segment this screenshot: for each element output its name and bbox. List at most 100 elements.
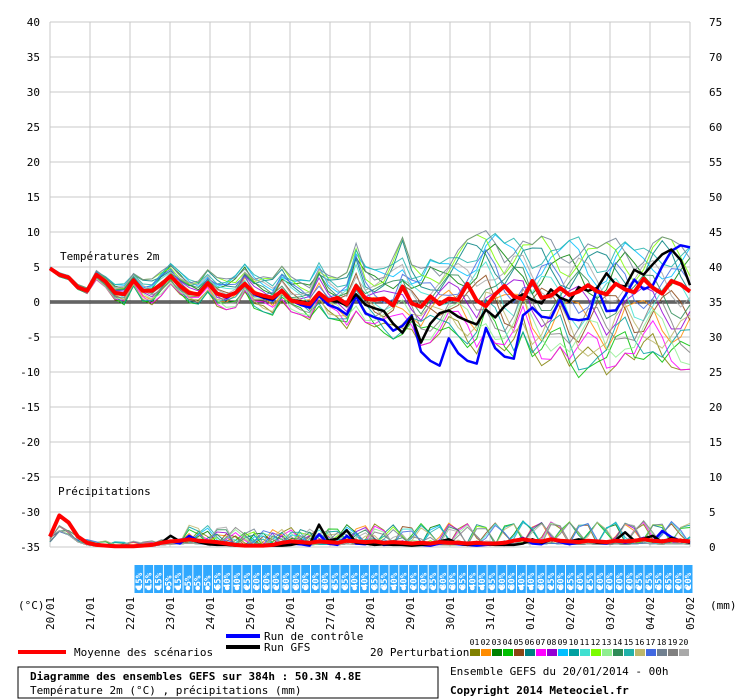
precip-prob-cell [409, 565, 418, 593]
precip-prob-label: 40% [517, 572, 527, 589]
y-left-tick-label: 10 [27, 226, 40, 239]
x-date-tick-label: 24/01 [204, 597, 217, 630]
precip-prob-dot [577, 585, 583, 591]
precip-prob-dot [352, 585, 357, 591]
perturbation-id-label: 11 [580, 638, 590, 647]
precip-prob-dot [273, 585, 279, 591]
precip-prob-label: 25% [645, 572, 655, 589]
x-date-tick-label: 28/01 [364, 597, 377, 630]
precip-prob-cell [291, 565, 301, 593]
precip-prob-dot [489, 585, 495, 591]
precip-prob-dot [479, 585, 485, 591]
precip-prob-dot [283, 585, 289, 591]
precip-prob-cell [418, 565, 428, 593]
y-left-tick-label: 15 [27, 191, 40, 204]
perturbation-swatch [569, 649, 579, 656]
precip-prob-cell [546, 565, 556, 593]
precip-prob-dot [146, 585, 152, 591]
precip-prob-cell [212, 565, 222, 593]
x-date-tick-label: 02/02 [564, 597, 577, 630]
y-right-tick-label: 45 [709, 226, 722, 239]
perturbation-swatch [646, 649, 656, 656]
precip-prob-dot [254, 585, 259, 591]
precip-prob-label: 20% [253, 572, 263, 589]
perturbation-id-label: 06 [525, 638, 535, 647]
precip-prob-label: 35% [370, 572, 380, 589]
precip-prob-dot [303, 585, 308, 591]
y-left-tick-label: 30 [27, 86, 40, 99]
left-unit-label: (°C) [18, 599, 45, 612]
perturbation-swatch [481, 649, 491, 656]
precip-prob-label: 40% [351, 572, 361, 589]
perturbation-id-label: 03 [492, 638, 502, 647]
precip-prob-dot [371, 585, 377, 591]
perturbation-swatch [613, 649, 623, 656]
perturbation-id-label: 14 [613, 638, 623, 647]
precip-prob-dot [293, 585, 299, 591]
perturbation-swatches: 01 02 03 04 05 06 07 08 09 10 11 12 13 14 15 16 17 18 19 20 [470, 638, 689, 656]
y-right-tick-label: 60 [709, 121, 722, 134]
y-left-tick-label: -20 [20, 436, 40, 449]
y-left-tick-label: -30 [20, 506, 40, 519]
precip-prob-label: 25% [429, 572, 439, 589]
precip-prob-cell [595, 565, 605, 593]
precip-prob-dot [450, 585, 456, 591]
precip-prob-label: 20% [410, 572, 420, 589]
precip-prob-cell [624, 565, 634, 593]
precip-prob-cell [193, 565, 203, 593]
precip-prob-label: 15% [174, 572, 184, 589]
info-subtitle: Température 2m (°C) , précipitations (mm… [30, 684, 302, 697]
precip-prob-label: 5% [194, 575, 204, 586]
x-date-tick-label: 04/02 [644, 597, 657, 630]
precip-prob-label: 35% [655, 572, 665, 589]
precip-prob-cell [536, 565, 546, 593]
precip-prob-dot [421, 585, 426, 591]
precip-prob-dot [636, 585, 642, 591]
y-left-tick-label: 20 [27, 156, 40, 169]
y-right-tick-label: 65 [709, 86, 722, 99]
precip-prob-dot [626, 585, 632, 591]
precip-prob-label: 30% [449, 572, 459, 589]
perturbation-id-label: 04 [503, 638, 513, 647]
precip-prob-cell [487, 565, 497, 593]
precip-prob-cell [526, 565, 536, 593]
precip-prob-label: 40% [223, 572, 233, 589]
precip-prob-label: 40% [400, 572, 410, 589]
precip-prob-label: 40% [478, 572, 488, 589]
precip-prob-label: 35% [664, 572, 674, 589]
precip-prob-dot [332, 585, 338, 591]
perturbation-id-label: 19 [668, 638, 678, 647]
precip-prob-cell [281, 565, 291, 593]
precip-prob-dot [234, 585, 240, 591]
precip-prob-label: 35% [341, 572, 351, 589]
precip-prob-dot [401, 585, 406, 591]
y-left-tick-label: -10 [20, 366, 40, 379]
ensemble-run-label: Ensemble GEFS du 20/01/2014 - 00h [450, 665, 669, 678]
x-date-tick-label: 27/01 [324, 597, 337, 630]
x-date-tick-label: 22/01 [124, 597, 137, 630]
precip-prob-dot [381, 585, 387, 591]
precip-prob-label: 40% [468, 572, 478, 589]
precip-prob-cell [634, 565, 644, 593]
y-left-tick-label: -35 [20, 541, 40, 554]
precip-prob-cell [163, 565, 173, 593]
precip-prob-cell [683, 565, 693, 593]
x-date-tick-label: 01/02 [524, 597, 537, 630]
precip-prob-label: 40% [390, 572, 400, 589]
perturbation-swatch [580, 649, 590, 656]
x-date-tick-label: 20/01 [44, 597, 57, 630]
precip-prob-dot [195, 585, 201, 591]
perturbation-id-label: 13 [602, 638, 612, 647]
perturbation-id-label: 02 [481, 638, 491, 647]
precip-prob-cell [516, 565, 526, 593]
perturbation-swatch [679, 649, 689, 656]
precip-prob-label: 20% [674, 572, 684, 589]
precip-prob-label: 20% [606, 572, 616, 589]
precip-prob-cell [556, 565, 566, 593]
legend: Moyenne des scénarios Run de contrôle Ru… [18, 630, 689, 659]
y-left-tick-label: 5 [33, 261, 40, 274]
perturbation-id-label: 16 [635, 638, 645, 647]
y-left-tick-label: -5 [27, 331, 40, 344]
x-axis-date-ticks: 20/01 21/01 22/01 23/01 24/01 25/01 26/01 27/01… [44, 597, 697, 630]
precip-prob-label: 35% [331, 572, 341, 589]
